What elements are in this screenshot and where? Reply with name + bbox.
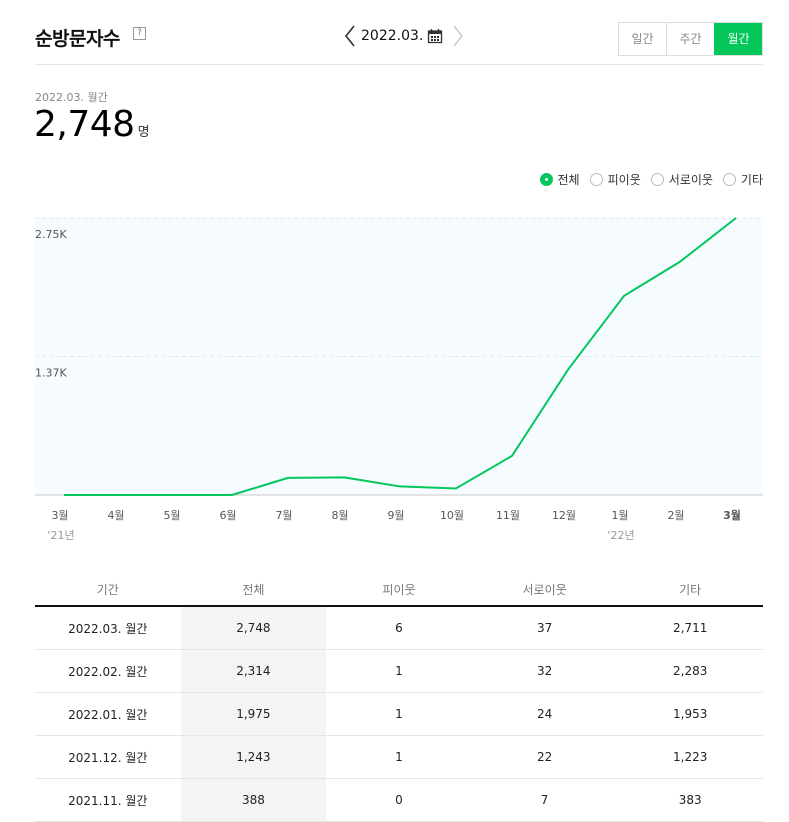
x-tick-label: 3월 bbox=[723, 508, 741, 522]
help-icon[interactable]: ? bbox=[133, 27, 146, 40]
filter-label: 기타 bbox=[740, 173, 763, 187]
header: 순방문자수 ? 2022.03. 일간 주간 월간 bbox=[35, 0, 763, 65]
table-cell: 2021.12. 월간 bbox=[35, 735, 181, 779]
x-tick-label: 12월 bbox=[552, 509, 576, 522]
series-filter: 전체 피이웃 서로이웃 기타 bbox=[539, 171, 763, 188]
table-row: 2022.01. 월간 1,975 1 24 1,953 bbox=[35, 692, 763, 736]
x-tick-label: 4월 bbox=[107, 509, 124, 522]
table-cell: 7 bbox=[471, 778, 618, 822]
x-tick-label: 8월 bbox=[331, 509, 348, 522]
calendar-icon[interactable] bbox=[427, 28, 443, 44]
table-header-row: 기간 전체 피이웃 서로이웃 기타 bbox=[35, 573, 763, 607]
radio-icon[interactable] bbox=[722, 173, 736, 186]
x-tick-label: 7월 bbox=[275, 509, 292, 522]
table-cell: 2021.11. 월간 bbox=[35, 778, 181, 822]
y-tick-label: 1.37K bbox=[35, 367, 67, 380]
filter-mutual[interactable]: 서로이웃 bbox=[650, 171, 713, 188]
table-cell: 1 bbox=[326, 692, 472, 736]
summary-value-block: 2,748 명 bbox=[34, 104, 150, 145]
col-mutual: 서로이웃 bbox=[471, 573, 618, 607]
stats-table: 기간 전체 피이웃 서로이웃 기타 2022.03. 월간 2,748 6 37 2,7… bbox=[35, 573, 763, 822]
tab-weekly[interactable]: 주간 bbox=[666, 23, 714, 55]
x-tick-label: 11월 bbox=[496, 509, 520, 522]
table-row: 2022.02. 월간 2,314 1 32 2,283 bbox=[35, 649, 763, 693]
visitor-line-chart: 1.37K 2.75K 3월 '21년 4월 5월 6월 7월 8월 9월 10월 11월 12월 1월 '… bbox=[35, 217, 763, 542]
x-tick-label: 6월 bbox=[219, 509, 236, 522]
table-cell: 1,243 bbox=[180, 735, 327, 779]
radio-icon[interactable] bbox=[539, 173, 553, 186]
table-cell: 1,223 bbox=[617, 735, 763, 779]
filter-label: 피이웃 bbox=[607, 173, 641, 187]
table-cell: 1,975 bbox=[180, 692, 327, 736]
date-navigator: 2022.03. bbox=[341, 22, 467, 50]
x-tick-label: 9월 bbox=[387, 509, 404, 522]
period-tabs: 일간 주간 월간 bbox=[618, 22, 763, 56]
next-arrow-icon[interactable] bbox=[449, 22, 467, 50]
filter-all[interactable]: 전체 bbox=[539, 171, 580, 188]
summary-period: 2022.03. 월간 bbox=[35, 91, 108, 104]
table-cell: 2022.02. 월간 bbox=[35, 649, 181, 693]
table-cell: 2,711 bbox=[617, 606, 763, 650]
table-row: 2021.12. 월간 1,243 1 22 1,223 bbox=[35, 735, 763, 779]
tab-monthly[interactable]: 월간 bbox=[714, 23, 762, 55]
col-total: 전체 bbox=[180, 573, 327, 607]
current-date: 2022.03. bbox=[361, 28, 424, 44]
series-line-total bbox=[64, 217, 737, 496]
table-row: 2021.11. 월간 388 0 7 383 bbox=[35, 778, 763, 822]
table-cell: 383 bbox=[617, 778, 763, 822]
table-cell: 24 bbox=[471, 692, 618, 736]
prev-arrow-icon[interactable] bbox=[341, 22, 359, 50]
table-cell: 1,953 bbox=[617, 692, 763, 736]
x-tick-label: 5월 bbox=[163, 509, 180, 522]
col-neighbor: 피이웃 bbox=[326, 573, 472, 607]
table-cell: 32 bbox=[471, 649, 618, 693]
x-tick-label: 2월 bbox=[667, 509, 684, 522]
x-tick-sublabel: '21년 bbox=[47, 529, 74, 542]
table-cell: 1 bbox=[326, 735, 472, 779]
x-tick-label: 1월 bbox=[611, 509, 628, 522]
table-cell: 37 bbox=[471, 606, 618, 650]
summary-unit: 명 bbox=[137, 125, 150, 140]
filter-label: 서로이웃 bbox=[668, 173, 713, 187]
x-tick-label: 3월 bbox=[51, 509, 68, 522]
filter-neighbor[interactable]: 피이웃 bbox=[589, 171, 641, 188]
radio-icon[interactable] bbox=[650, 173, 664, 186]
table-cell: 2022.01. 월간 bbox=[35, 692, 181, 736]
col-other: 기타 bbox=[617, 573, 763, 607]
filter-label: 전체 bbox=[557, 173, 580, 187]
table-cell: 2,283 bbox=[617, 649, 763, 693]
radio-icon[interactable] bbox=[589, 173, 603, 186]
table-cell: 0 bbox=[326, 778, 472, 822]
table-cell: 6 bbox=[326, 606, 472, 650]
x-tick-sublabel: '22년 bbox=[607, 529, 634, 542]
table-cell: 1 bbox=[326, 649, 472, 693]
col-period: 기간 bbox=[35, 573, 181, 607]
tab-daily[interactable]: 일간 bbox=[619, 23, 666, 55]
page-title: 순방문자수 bbox=[35, 28, 120, 50]
x-tick-label: 10월 bbox=[440, 509, 464, 522]
y-tick-label: 2.75K bbox=[35, 228, 67, 241]
table-cell: 2022.03. 월간 bbox=[35, 606, 181, 650]
table-cell: 2,748 bbox=[180, 606, 327, 650]
filter-other[interactable]: 기타 bbox=[722, 171, 763, 188]
table-cell: 22 bbox=[471, 735, 618, 779]
summary-value: 2,748 bbox=[34, 104, 135, 145]
table-cell: 388 bbox=[180, 778, 327, 822]
table-cell: 2,314 bbox=[180, 649, 327, 693]
table-row: 2022.03. 월간 2,748 6 37 2,711 bbox=[35, 606, 763, 650]
